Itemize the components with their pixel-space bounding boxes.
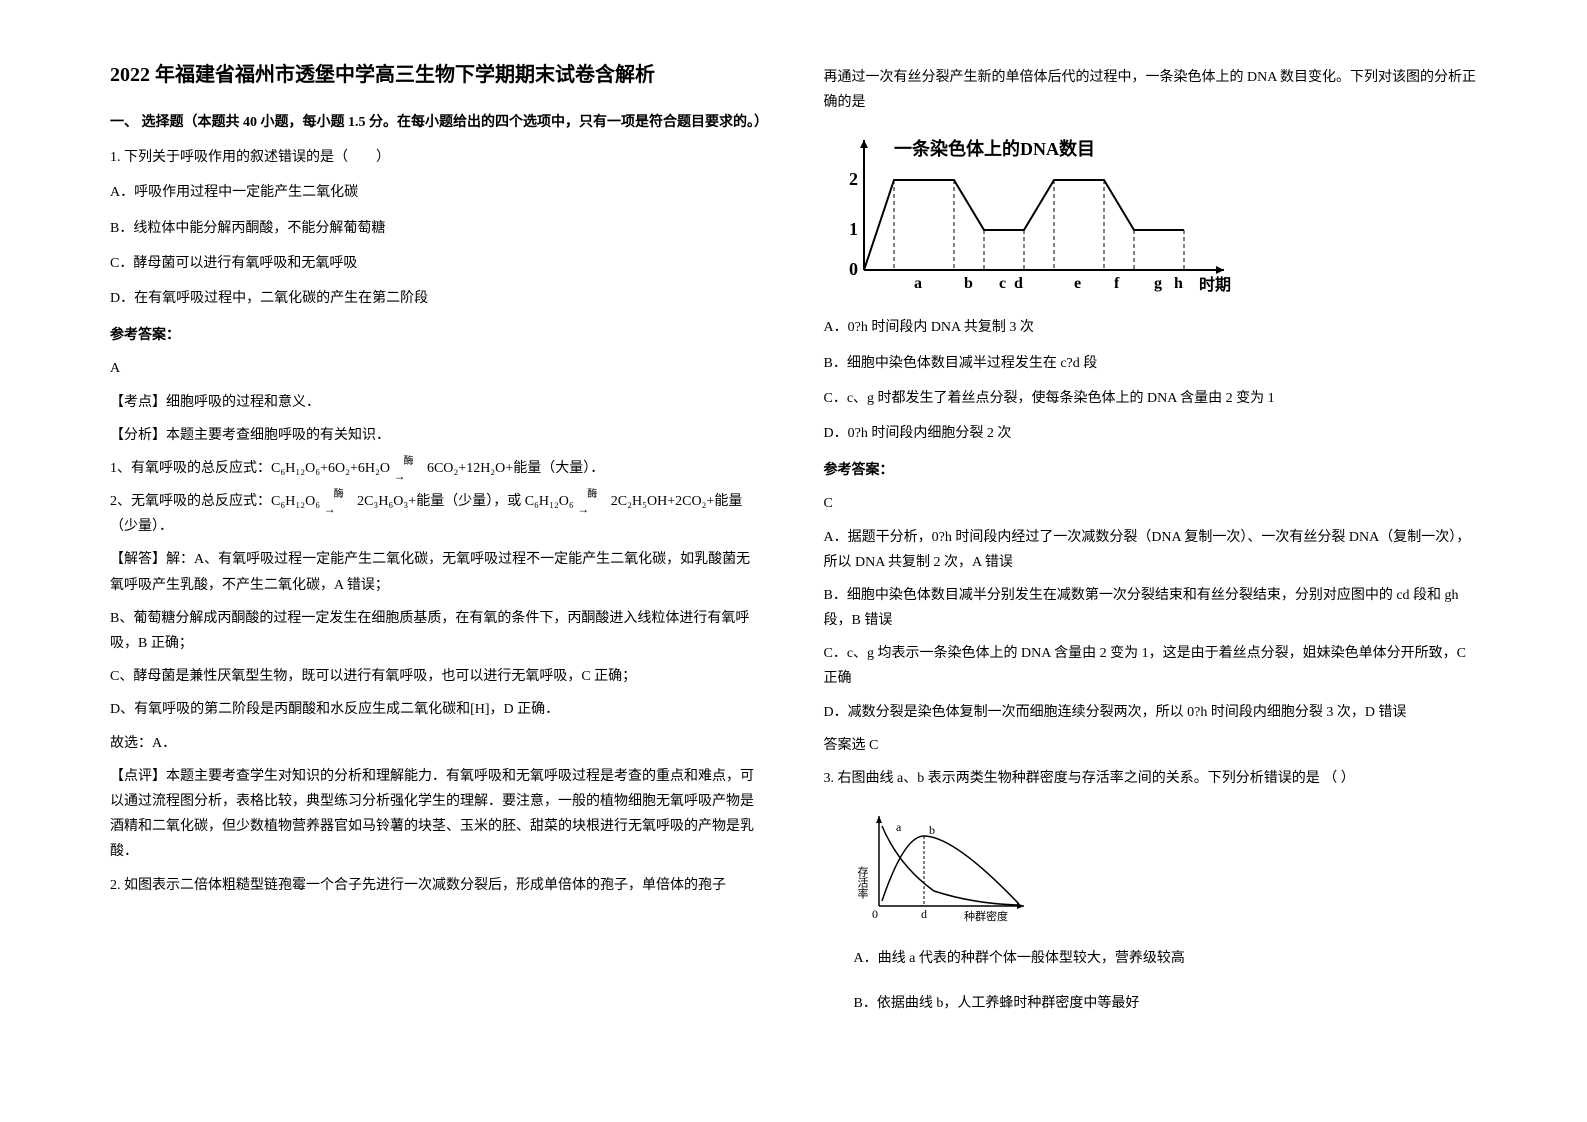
q2-option-a: A．0?h 时间段内 DNA 共复制 3 次	[824, 315, 1478, 340]
section-header: 一、 选择题（本题共 40 小题，每小题 1.5 分。在每小题给出的四个选项中，…	[110, 110, 764, 135]
x-label-e: e	[1074, 275, 1081, 292]
x-label-f: f	[1114, 275, 1120, 292]
q1-comment: 【点评】本题主要考查学生对知识的分析和理解能力．有氧呼吸和无氧呼吸过程是考查的重…	[110, 764, 764, 865]
x-label-b: b	[964, 275, 973, 292]
y-tick-2: 2	[849, 169, 858, 189]
q1-option-b: B．线粒体中能分解丙酮酸，不能分解葡萄糖	[110, 216, 764, 241]
x-label-d: d	[1014, 275, 1023, 292]
q2-explain-d: D．减数分裂是染色体复制一次而细胞连续分裂两次，所以 0?h 时间段内细胞分裂 …	[824, 700, 1478, 725]
x-axis-label: 时期	[1199, 275, 1231, 294]
x-label-g: g	[1154, 275, 1162, 292]
q1-formula-1b: 6CO₂+12H₂O+能量（大量）．	[427, 461, 604, 476]
q2-answer: C	[824, 491, 1478, 516]
x-label-c: c	[999, 275, 1006, 292]
q1-answer: A	[110, 356, 764, 381]
q2-option-c: C．c、g 时都发生了着丝点分裂，使每条染色体上的 DNA 含量由 2 变为 1	[824, 386, 1478, 411]
q1-option-c: C．酵母菌可以进行有氧呼吸和无氧呼吸	[110, 251, 764, 276]
svg-text:0: 0	[872, 907, 878, 921]
q1-answer-label: 参考答案：	[110, 323, 764, 348]
x-label-h: h	[1174, 275, 1183, 292]
svg-text:b: b	[929, 823, 935, 837]
q2-explain-a: A．据题干分析，0?h 时间段内经过了一次减数分裂（DNA 复制一次）、一次有丝…	[824, 525, 1478, 575]
enzyme-arrow-icon: 酶→	[324, 491, 354, 513]
q2-chart: 0 1 2 一条染色体上的DNA数目 a b c d e f g h 时期	[824, 130, 1478, 300]
x-label-a: a	[914, 275, 922, 292]
q3-label-d: d	[921, 907, 927, 921]
q3-option-b: B．依据曲线 b，人工养蜂时种群密度中等最好	[854, 991, 1478, 1016]
q1-explain-a: 【解答】解：A、有氧呼吸过程一定能产生二氧化碳，无氧呼吸过程不一定能产生二氧化碳…	[110, 547, 764, 597]
enzyme-arrow-icon: 酶→	[393, 458, 423, 480]
q1-point: 【考点】细胞呼吸的过程和意义．	[110, 390, 764, 415]
q2-explain-c: C．c、g 均表示一条染色体上的 DNA 含量由 2 变为 1，这是由于着丝点分…	[824, 641, 1478, 691]
q1-formula-1a: 1、有氧呼吸的总反应式：C₆H₁₂O₆+6O₂+6H₂O	[110, 461, 390, 476]
q3-chart: a b d 存活率 种群密度 0	[824, 806, 1478, 926]
q2-option-b: B．细胞中染色体数目减半过程发生在 c?d 段	[824, 351, 1478, 376]
q1-formula-1: 1、有氧呼吸的总反应式：C₆H₁₂O₆+6O₂+6H₂O 酶→ 6CO₂+12H…	[110, 456, 764, 481]
q3-xlabel: 种群密度	[964, 909, 1008, 923]
q2-answer-label: 参考答案：	[824, 458, 1478, 483]
q1-option-a: A．呼吸作用过程中一定能产生二氧化碳	[110, 180, 764, 205]
q1-conclusion: 故选：A．	[110, 731, 764, 756]
enzyme-arrow-icon: 酶→	[577, 491, 607, 513]
q1-option-d: D．在有氧呼吸过程中，二氧化碳的产生在第二阶段	[110, 286, 764, 311]
q3-stem: 3. 右图曲线 a、b 表示两类生物种群密度与存活率之间的关系。下列分析错误的是…	[824, 766, 1478, 791]
q2-option-d: D．0?h 时间段内细胞分裂 2 次	[824, 421, 1478, 446]
q3-ylabel: 存活率	[856, 865, 869, 900]
svg-text:a: a	[896, 820, 902, 834]
exam-title: 2022 年福建省福州市透堡中学高三生物下学期期末试卷含解析	[110, 60, 764, 90]
y-tick-1: 1	[849, 219, 858, 239]
q1-stem: 1. 下列关于呼吸作用的叙述错误的是（ ）	[110, 145, 764, 170]
q1-formula-2a: 2、无氧呼吸的总反应式：C₆H₁₂O₆	[110, 494, 320, 509]
q2-explain-b: B．细胞中染色体数目减半分别发生在减数第一次分裂结束和有丝分裂结束，分别对应图中…	[824, 583, 1478, 633]
y-tick-0: 0	[849, 259, 858, 279]
q1-formula-2: 2、无氧呼吸的总反应式：C₆H₁₂O₆ 酶→ 2C₃H₆O₃+能量（少量），或 …	[110, 489, 764, 539]
q1-explain-b: B、葡萄糖分解成丙酮酸的过程一定发生在细胞质基质，在有氧的条件下，丙酮酸进入线粒…	[110, 606, 764, 656]
q2-stem-cont: 再通过一次有丝分裂产生新的单倍体后代的过程中，一条染色体上的 DNA 数目变化。…	[824, 65, 1478, 115]
q3-option-a: A．曲线 a 代表的种群个体一般体型较大，营养级较高	[854, 946, 1478, 971]
q2-conclusion: 答案选 C	[824, 733, 1478, 758]
q2-stem: 2. 如图表示二倍体粗糙型链孢霉一个合子先进行一次减数分裂后，形成单倍体的孢子，…	[110, 873, 764, 898]
q1-explain-d: D、有氧呼吸的第二阶段是丙酮酸和水反应生成二氧化碳和[H]，D 正确．	[110, 697, 764, 722]
q1-explain-c: C、酵母菌是兼性厌氧型生物，既可以进行有氧呼吸，也可以进行无氧呼吸，C 正确；	[110, 664, 764, 689]
chart-title: 一条染色体上的DNA数目	[894, 138, 1095, 159]
q1-analysis: 【分析】本题主要考查细胞呼吸的有关知识．	[110, 423, 764, 448]
q1-formula-2b: 2C₃H₆O₃+能量（少量），或 C₆H₁₂O₆	[357, 494, 574, 509]
